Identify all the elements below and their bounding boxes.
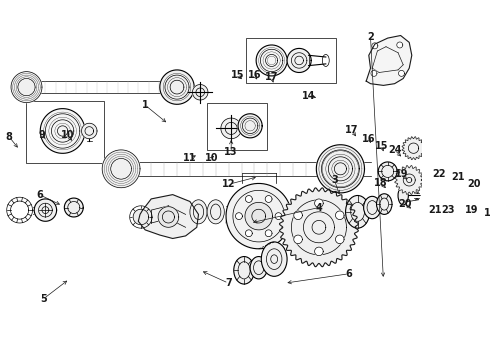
Text: 13: 13 (224, 148, 238, 157)
Text: 15: 15 (230, 70, 244, 80)
Polygon shape (397, 42, 403, 48)
Ellipse shape (207, 200, 224, 224)
Text: 21: 21 (428, 205, 442, 215)
Text: 7: 7 (225, 278, 232, 288)
Polygon shape (256, 45, 287, 76)
Polygon shape (265, 230, 272, 237)
Ellipse shape (376, 194, 392, 215)
Text: 24: 24 (388, 145, 401, 155)
Polygon shape (158, 207, 179, 227)
Text: 8: 8 (6, 132, 13, 142)
Polygon shape (435, 134, 452, 152)
Polygon shape (366, 36, 412, 85)
Polygon shape (446, 125, 475, 154)
Text: 22: 22 (433, 169, 446, 179)
Polygon shape (34, 199, 57, 221)
Polygon shape (336, 211, 344, 220)
Polygon shape (193, 85, 208, 100)
Polygon shape (460, 159, 483, 182)
Polygon shape (279, 188, 358, 267)
Polygon shape (11, 72, 42, 103)
Polygon shape (287, 48, 311, 72)
Text: 19: 19 (465, 205, 479, 215)
Text: 18: 18 (484, 208, 490, 218)
Text: 12: 12 (222, 179, 235, 189)
Text: 19: 19 (395, 169, 408, 179)
Polygon shape (336, 235, 344, 244)
Ellipse shape (345, 195, 369, 228)
Polygon shape (317, 145, 365, 193)
Text: 17: 17 (265, 72, 278, 82)
Polygon shape (445, 165, 463, 183)
Polygon shape (221, 118, 242, 139)
Ellipse shape (190, 200, 207, 224)
Text: 2: 2 (367, 32, 374, 42)
Polygon shape (395, 166, 424, 194)
Text: 9: 9 (39, 130, 46, 140)
Text: 16: 16 (362, 134, 375, 144)
Text: 15: 15 (375, 141, 389, 150)
Polygon shape (138, 195, 198, 238)
Polygon shape (160, 70, 194, 104)
Polygon shape (245, 195, 252, 202)
Polygon shape (294, 235, 302, 244)
Text: 18: 18 (374, 177, 388, 188)
Polygon shape (275, 213, 282, 220)
Ellipse shape (261, 242, 287, 276)
Polygon shape (245, 230, 252, 237)
Polygon shape (398, 70, 404, 76)
Polygon shape (378, 162, 397, 181)
Text: 14: 14 (302, 91, 316, 101)
Text: 17: 17 (345, 125, 358, 135)
Polygon shape (102, 150, 140, 188)
Text: 1: 1 (142, 100, 148, 110)
Text: 10: 10 (61, 130, 74, 140)
Polygon shape (238, 114, 262, 138)
Polygon shape (402, 137, 425, 159)
Bar (246, 38, 336, 83)
Text: 20: 20 (398, 199, 412, 209)
Text: 21: 21 (451, 172, 465, 183)
Text: 10: 10 (205, 153, 218, 163)
Bar (207, 103, 268, 150)
Polygon shape (81, 123, 97, 139)
Polygon shape (371, 70, 377, 76)
Polygon shape (372, 43, 378, 49)
Ellipse shape (398, 186, 408, 205)
Bar (26, 101, 104, 163)
Polygon shape (226, 184, 292, 249)
Polygon shape (315, 247, 323, 256)
Polygon shape (294, 211, 302, 220)
Text: 5: 5 (40, 294, 47, 304)
Text: 23: 23 (441, 205, 455, 215)
Polygon shape (265, 195, 272, 202)
Polygon shape (315, 199, 323, 207)
Polygon shape (422, 135, 434, 147)
Text: 4: 4 (316, 203, 322, 212)
Ellipse shape (234, 257, 254, 284)
Text: 6: 6 (36, 190, 43, 200)
Ellipse shape (250, 257, 268, 279)
Text: 20: 20 (467, 179, 481, 189)
Polygon shape (471, 127, 490, 145)
Polygon shape (64, 198, 83, 217)
Ellipse shape (364, 196, 381, 219)
Polygon shape (40, 109, 85, 153)
Polygon shape (133, 209, 148, 225)
Polygon shape (236, 213, 243, 220)
Polygon shape (245, 202, 272, 230)
Text: 3: 3 (331, 175, 338, 185)
Text: 6: 6 (345, 269, 352, 279)
Text: 11: 11 (183, 153, 196, 163)
Text: 16: 16 (247, 70, 261, 80)
